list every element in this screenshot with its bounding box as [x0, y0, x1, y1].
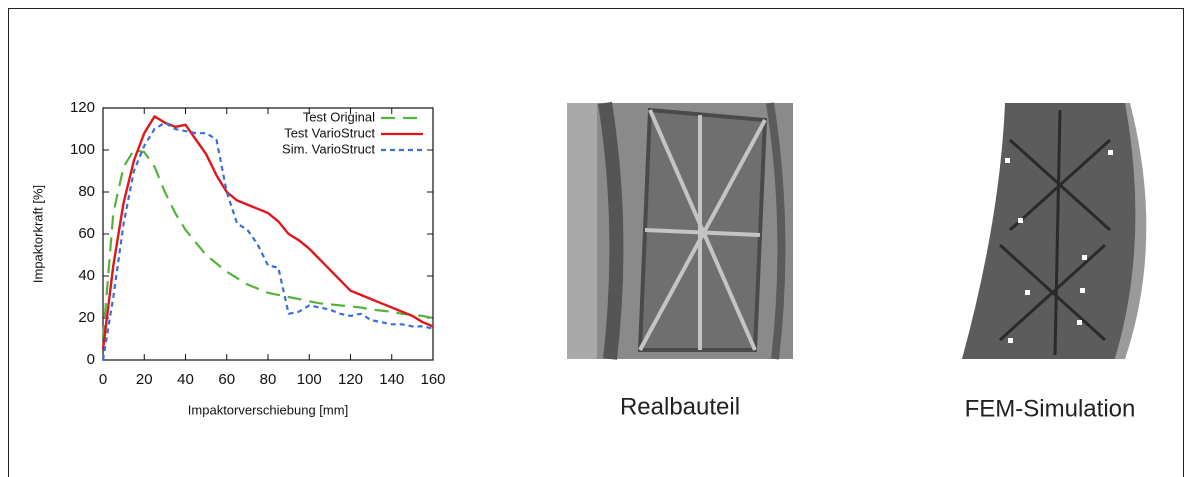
legend-label: Sim. VarioStruct — [282, 141, 375, 156]
series-line — [103, 116, 433, 349]
y-tick-label: 60 — [78, 225, 95, 242]
caption: FEM-Simulation — [965, 395, 1136, 422]
y-tick-label: 40 — [78, 267, 95, 284]
x-tick-label: 60 — [218, 371, 235, 388]
x-tick-label: 80 — [260, 371, 277, 388]
x-axis-title: Impaktorverschiebung [mm] — [188, 402, 348, 417]
y-axis-title: Impaktorkraft [%] — [30, 185, 45, 283]
x-tick-label: 160 — [420, 371, 445, 388]
y-tick-label: 100 — [70, 141, 95, 158]
x-tick-label: 100 — [297, 371, 322, 388]
y-tick-label: 120 — [70, 99, 95, 116]
x-tick-label: 120 — [338, 371, 363, 388]
series-line — [103, 123, 433, 360]
caption: Realbauteil — [620, 393, 740, 420]
page: Realbauteil FEM-Simulation Impaktorversc… — [0, 0, 1192, 477]
x-tick-label: 0 — [99, 371, 107, 388]
photo-fem-simulation — [960, 103, 1165, 359]
photo-real-part — [567, 103, 793, 359]
legend-label: Test Original — [303, 109, 375, 124]
x-tick-label: 140 — [379, 371, 404, 388]
y-tick-label: 80 — [78, 183, 95, 200]
series-line — [103, 150, 433, 339]
y-tick-label: 0 — [87, 351, 95, 368]
y-tick-label: 20 — [78, 309, 95, 326]
x-tick-label: 20 — [136, 371, 153, 388]
x-tick-label: 40 — [177, 371, 194, 388]
figure: Realbauteil FEM-Simulation Impaktorversc… — [0, 0, 1192, 477]
legend-label: Test VarioStruct — [284, 125, 375, 140]
